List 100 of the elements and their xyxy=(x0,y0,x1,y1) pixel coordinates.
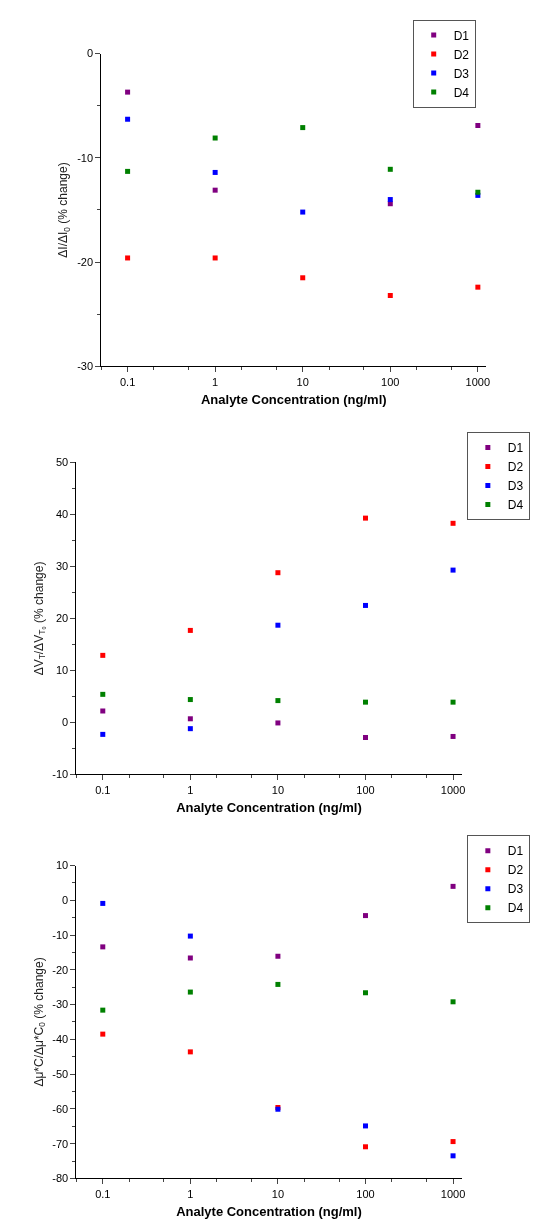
point xyxy=(275,570,281,576)
x-tick-label: 10 xyxy=(271,1187,285,1200)
point xyxy=(450,883,456,889)
x-axis-title: Analyte Concentration (ng/ml) xyxy=(176,1204,362,1220)
x-tick-label: 0.1 xyxy=(119,375,136,388)
x-tick-label: 1000 xyxy=(440,783,466,796)
legend-label: D3 xyxy=(507,882,524,897)
x-tick-label: 100 xyxy=(356,1187,375,1200)
y-tick-label: -10 xyxy=(77,151,94,164)
legend-label: D3 xyxy=(507,479,524,494)
point xyxy=(362,602,368,608)
point xyxy=(450,699,456,705)
point xyxy=(212,169,218,175)
point xyxy=(187,955,193,961)
point xyxy=(387,293,393,299)
point xyxy=(125,168,131,174)
point xyxy=(187,697,193,703)
y-tick-label: 10 xyxy=(55,859,69,872)
point xyxy=(100,1031,106,1037)
point xyxy=(212,135,218,141)
y-tick-label: 0 xyxy=(86,47,94,60)
point xyxy=(450,1139,456,1145)
point xyxy=(387,166,393,172)
point xyxy=(187,726,193,732)
x-tick-label: 0.1 xyxy=(95,783,111,796)
legend-label: D4 xyxy=(507,901,524,916)
y-tick-label: -10 xyxy=(52,768,69,781)
y-tick-label: -20 xyxy=(77,255,94,268)
point xyxy=(212,255,218,261)
legend-label: D3 xyxy=(453,66,470,81)
point xyxy=(450,999,456,1005)
point xyxy=(450,733,456,739)
legend-label: D1 xyxy=(507,844,524,859)
y-tick-label: -70 xyxy=(52,1137,69,1150)
legend-label: D2 xyxy=(507,863,524,878)
point xyxy=(300,125,306,131)
y-tick-label: -30 xyxy=(77,360,94,373)
point xyxy=(450,567,456,573)
legend-label: D1 xyxy=(507,441,524,456)
x-tick-label: 10 xyxy=(271,783,285,796)
point xyxy=(450,520,456,526)
legend-label: D1 xyxy=(453,28,470,43)
x-tick-label: 1000 xyxy=(465,375,491,388)
x-tick-label: 1 xyxy=(187,1187,194,1200)
y-tick-label: -40 xyxy=(52,1033,69,1046)
point xyxy=(387,197,393,203)
x-tick-label: 1 xyxy=(212,375,219,388)
legend-label: D4 xyxy=(507,498,524,513)
point xyxy=(100,944,106,950)
point xyxy=(125,116,131,122)
legend-label: D4 xyxy=(453,85,470,100)
legend-label: D2 xyxy=(507,460,524,475)
point xyxy=(187,989,193,995)
point xyxy=(100,708,106,714)
point xyxy=(187,933,193,939)
x-tick-label: 1 xyxy=(187,783,194,796)
point xyxy=(275,720,281,726)
y-tick-label: 40 xyxy=(55,508,69,521)
point xyxy=(212,187,218,193)
y-tick-label: -80 xyxy=(52,1172,69,1185)
point xyxy=(100,691,106,697)
y-tick-label: 20 xyxy=(55,612,69,625)
point xyxy=(362,913,368,919)
point xyxy=(300,275,306,281)
y-tick-label: 50 xyxy=(55,456,69,469)
x-axis-title: Analyte Concentration (ng/ml) xyxy=(176,800,362,816)
y-tick-label: 10 xyxy=(55,664,69,677)
x-axis-title: Analyte Concentration (ng/ml) xyxy=(200,392,387,408)
point xyxy=(362,735,368,740)
point xyxy=(450,1153,456,1159)
x-tick-label: 0.1 xyxy=(95,1187,111,1200)
x-tick-label: 100 xyxy=(381,375,400,388)
point xyxy=(100,652,106,658)
point xyxy=(362,515,368,521)
x-tick-label: 100 xyxy=(356,783,375,796)
point xyxy=(275,981,281,987)
point xyxy=(362,990,368,996)
point xyxy=(100,731,106,737)
point xyxy=(187,716,193,722)
point xyxy=(275,622,281,628)
point xyxy=(300,209,306,215)
x-tick-label: 10 xyxy=(296,375,309,388)
point xyxy=(187,1049,193,1055)
y-tick-label: -50 xyxy=(52,1067,69,1080)
point xyxy=(100,900,106,906)
y-tick-label: -20 xyxy=(52,963,69,976)
y-tick-label: -10 xyxy=(52,928,69,941)
point xyxy=(362,1123,368,1129)
point xyxy=(475,284,481,290)
point xyxy=(362,1144,368,1150)
legend-label: D2 xyxy=(453,47,470,62)
point xyxy=(187,627,193,633)
point xyxy=(275,953,281,959)
point xyxy=(275,698,281,704)
point xyxy=(125,89,131,95)
point xyxy=(125,255,131,261)
x-tick-label: 1000 xyxy=(440,1187,466,1200)
y-tick-label: 0 xyxy=(62,894,69,907)
y-tick-label: 30 xyxy=(55,560,69,573)
y-tick-label: -60 xyxy=(52,1102,69,1115)
